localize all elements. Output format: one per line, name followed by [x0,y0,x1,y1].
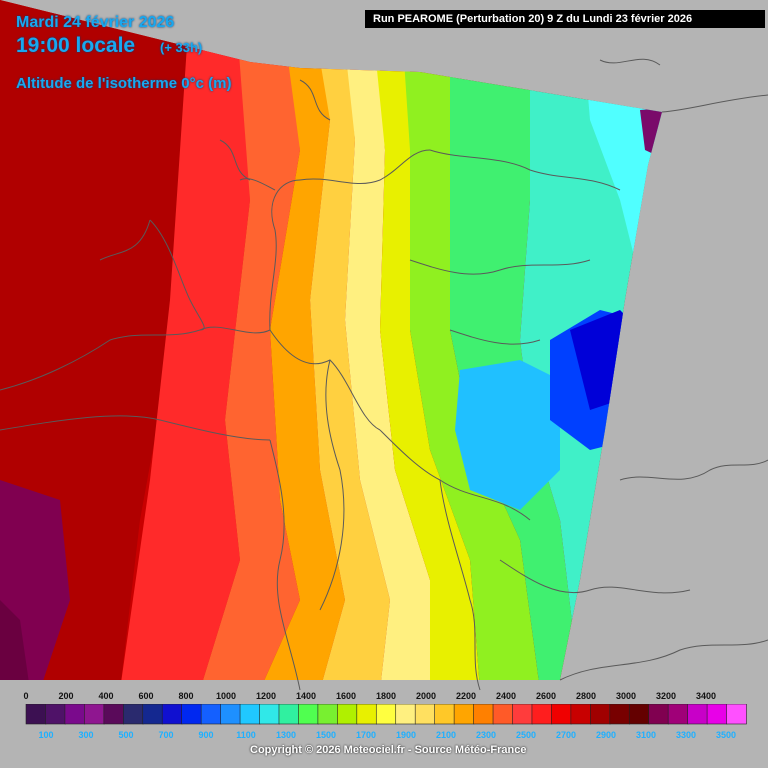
legend-swatch [181,704,202,725]
legend-swatch [551,704,572,725]
legend-bottom-label: 1900 [395,730,417,740]
legend-bottom-label: 2700 [555,730,577,740]
legend-top-label: 200 [58,691,74,701]
legend-swatch [239,704,261,725]
legend-swatch [492,704,514,725]
legend-bottom-label: 1300 [275,730,297,740]
legend-bar [25,704,747,725]
borders [0,58,768,691]
legend-swatch [628,704,650,725]
legend-bottom-label: 3300 [675,730,697,740]
legend-swatch [726,704,747,725]
copyright: Copyright © 2026 Meteociel.fr - Source M… [250,744,527,756]
legend-bottom-label: 2100 [435,730,457,740]
legend-top-label: 3200 [655,691,677,701]
legend-swatch [648,704,669,725]
legend-swatch [337,704,358,725]
parameter-title: Altitude de l'isotherme 0°c (m) [16,75,232,92]
legend-top-label: 3000 [615,691,637,701]
legend-bottom-label: 900 [198,730,214,740]
legend-swatch [570,704,592,725]
legend-top-label: 3400 [695,691,717,701]
legend-swatch [395,704,416,725]
legend-bottom-label: 1100 [236,730,256,740]
legend-top-label: 1400 [295,691,317,701]
legend-top-label: 2200 [455,691,477,701]
legend-swatch [706,704,728,725]
legend-bottom-label: 700 [158,730,174,740]
legend-bottom-label: 100 [38,730,54,740]
legend-top-label: 2000 [415,691,437,701]
legend-swatch [512,704,533,725]
legend-swatch [453,704,475,725]
legend-bottom-label: 1700 [355,730,377,740]
legend-bottom-label: 2900 [595,730,617,740]
legend-swatch [590,704,611,725]
legend-swatch [25,704,47,725]
legend-swatch [298,704,319,725]
legend-top-label: 2400 [495,691,517,701]
legend-bottom-label: 500 [118,730,134,740]
legend-swatch [473,704,494,725]
lead-time: (+ 33h) [160,40,203,55]
legend-swatch [84,704,105,725]
legend-swatch [64,704,86,725]
legend-swatch [45,704,66,725]
legend-swatch [414,704,436,725]
legend-swatch [317,704,339,725]
legend-swatch [161,704,183,725]
legend-top-label: 800 [178,691,194,701]
legend-top-label: 2800 [575,691,597,701]
legend-swatch [687,704,708,725]
legend-bottom-label: 300 [78,730,94,740]
legend-top-label: 1200 [255,691,277,701]
legend-swatch [220,704,241,725]
legend-swatch [259,704,280,725]
legend-bottom-label: 2500 [515,730,537,740]
legend-bottom-label: 3500 [715,730,737,740]
run-info: Run PEAROME (Perturbation 20) 9 Z du Lun… [365,10,765,28]
legend-swatch [278,704,300,725]
forecast-time: 19:00 locale [16,34,136,57]
legend-bottom-label: 1500 [315,730,337,740]
legend-swatch [103,704,125,725]
legend-swatch [531,704,553,725]
legend-bottom-label: 2300 [475,730,497,740]
legend-swatch [142,704,164,725]
legend-top-label: 2600 [535,691,557,701]
legend-bottom-label: 3100 [635,730,657,740]
legend-swatch [434,704,455,725]
legend-swatch [375,704,397,725]
legend-top-label: 1600 [335,691,357,701]
forecast-date: Mardi 24 février 2026 [16,14,175,31]
legend-swatch [609,704,631,725]
legend-top-label: 600 [138,691,154,701]
legend-swatch [123,704,144,725]
legend-swatch [200,704,222,725]
legend-swatch [356,704,378,725]
legend-top-label: 1000 [215,691,237,701]
legend-top-label: 1800 [375,691,397,701]
legend-top-label: 0 [23,691,29,701]
legend-top-label: 400 [98,691,114,701]
color-legend: 0 200 400 600 800 1000 1200 1400 1600 1800 2000 220… [0,686,768,768]
legend-swatch [667,704,689,725]
